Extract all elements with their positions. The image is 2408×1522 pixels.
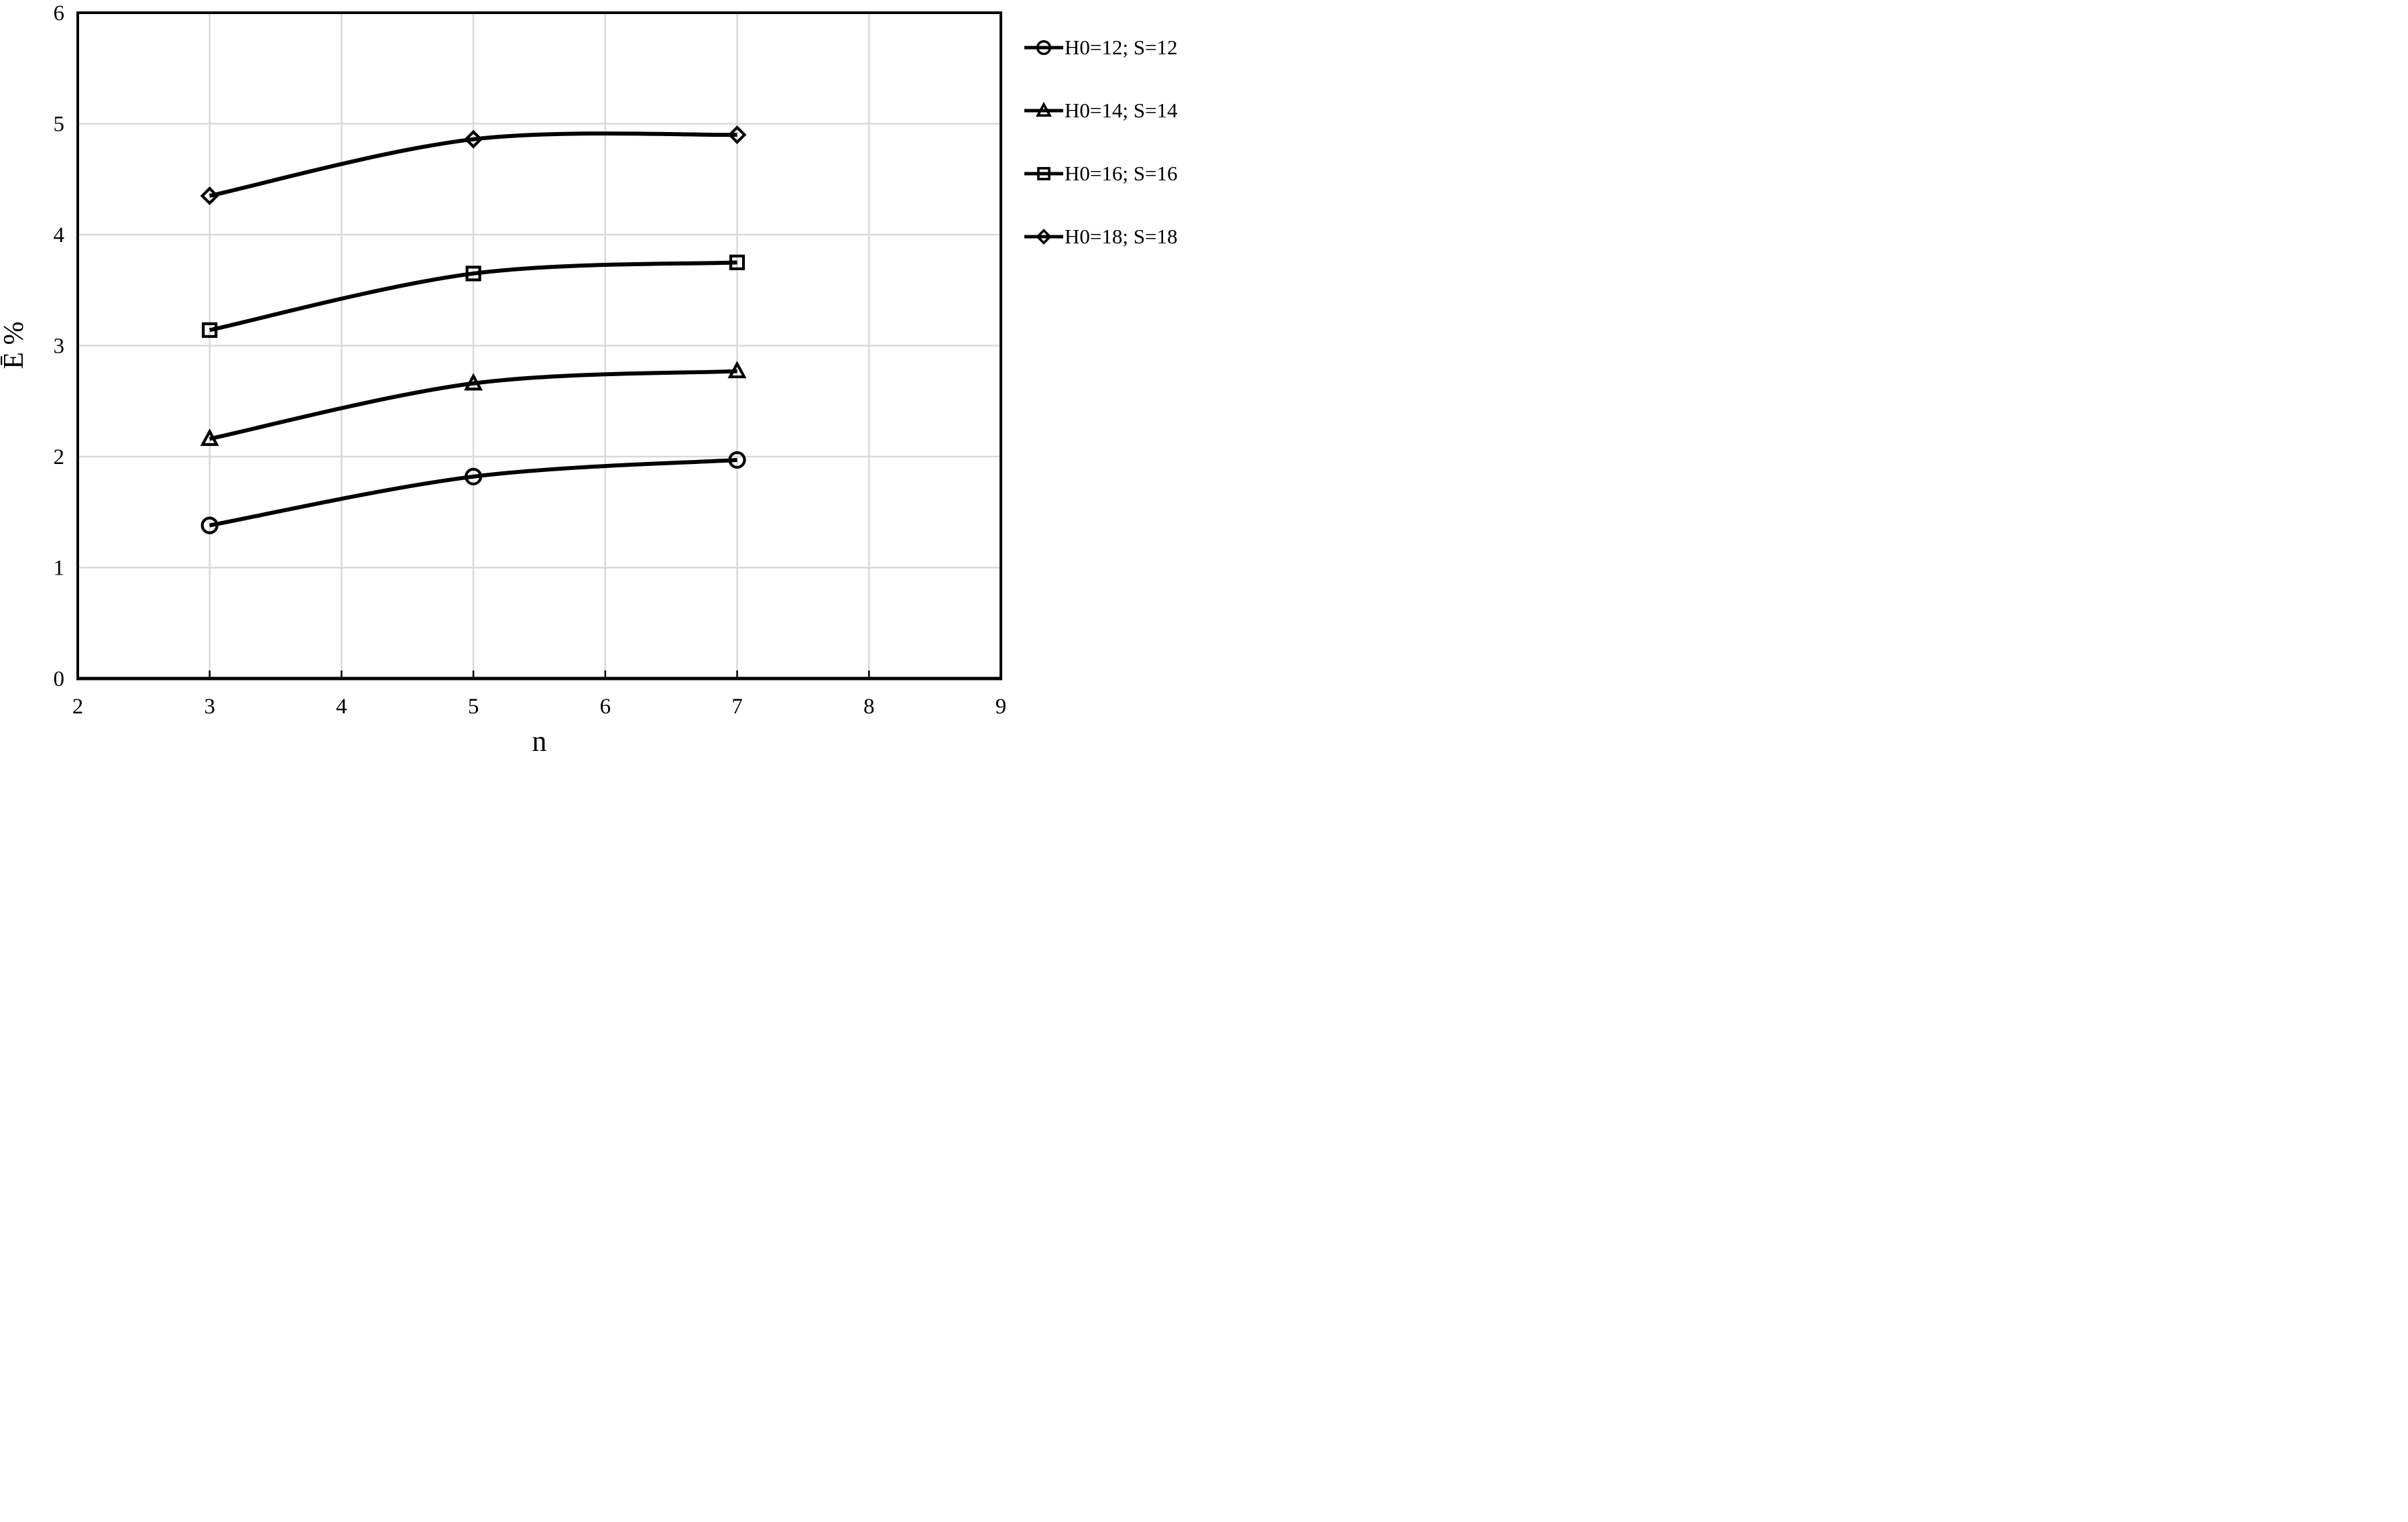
legend-item-0: H0=12; S=12	[1024, 34, 1177, 62]
legend-swatch-square	[1024, 167, 1063, 180]
legend-swatch-circle	[1024, 40, 1063, 56]
legend-label: H0=16; S=16	[1065, 162, 1178, 185]
legend-marker-square	[1037, 167, 1050, 180]
data-point-circle	[728, 451, 746, 469]
y-tick-label: 1	[54, 557, 65, 581]
data-point-circle	[200, 516, 219, 534]
y-tick-label: 4	[54, 223, 65, 247]
data-point-triangle	[200, 428, 219, 447]
series-line-1	[209, 369, 737, 441]
x-tick-label: 4	[336, 695, 347, 719]
series-line-2	[209, 260, 737, 333]
x-tick-label: 8	[863, 695, 875, 719]
legend-swatch-diamond	[1024, 229, 1063, 245]
legend-label: H0=14; S=14	[1065, 99, 1178, 122]
y-axis-title: Ē %	[0, 321, 29, 369]
series-line-0	[209, 457, 737, 528]
x-tick-label: 6	[600, 695, 611, 719]
legend-item-1: H0=14; S=14	[1024, 97, 1177, 125]
y-tick-label: 6	[54, 1, 65, 25]
x-tick-label: 7	[731, 695, 743, 719]
legend-item-3: H0=18; S=18	[1024, 223, 1177, 251]
data-point-diamond	[200, 186, 219, 206]
legend: H0=12; S=12 H0=14; S=14 H0=16; S=16 H0=18; …	[1024, 0, 1204, 375]
legend-marker-diamond	[1036, 229, 1052, 245]
legend-swatch-triangle	[1024, 101, 1063, 117]
y-tick-label: 2	[54, 445, 65, 469]
legend-marker-circle	[1036, 40, 1052, 56]
data-point-diamond	[464, 129, 483, 149]
data-point-square	[729, 254, 745, 270]
chart-canvas: 2 3 4 5 6 7 8 9 0 1 2 3 4 5 6 n Ē %	[0, 1, 1007, 758]
legend-item-2: H0=16; S=16	[1024, 160, 1177, 188]
legend-marker-triangle	[1036, 101, 1052, 117]
legend-label: H0=12; S=12	[1065, 36, 1178, 59]
x-tick-label: 2	[72, 695, 84, 719]
series-line-3	[209, 131, 737, 198]
legend-label: H0=18; S=18	[1065, 225, 1178, 248]
data-point-triangle	[727, 361, 747, 379]
x-tick-label: 3	[204, 695, 215, 719]
data-point-square	[465, 266, 481, 282]
y-tick-label: 5	[54, 113, 65, 137]
y-tick-label: 0	[54, 667, 65, 691]
data-point-diamond	[727, 125, 747, 145]
data-point-square	[202, 322, 218, 338]
y-tick-label: 3	[54, 335, 65, 359]
x-tick-label: 5	[468, 695, 479, 719]
data-point-triangle	[464, 373, 483, 391]
x-tick-label: 9	[996, 695, 1007, 719]
x-axis-title: n	[532, 725, 547, 758]
chart-page: 2 3 4 5 6 7 8 9 0 1 2 3 4 5 6 n Ē % H0=12; S=12 H0=14; S=…	[0, 0, 1204, 761]
data-point-circle	[465, 467, 483, 485]
